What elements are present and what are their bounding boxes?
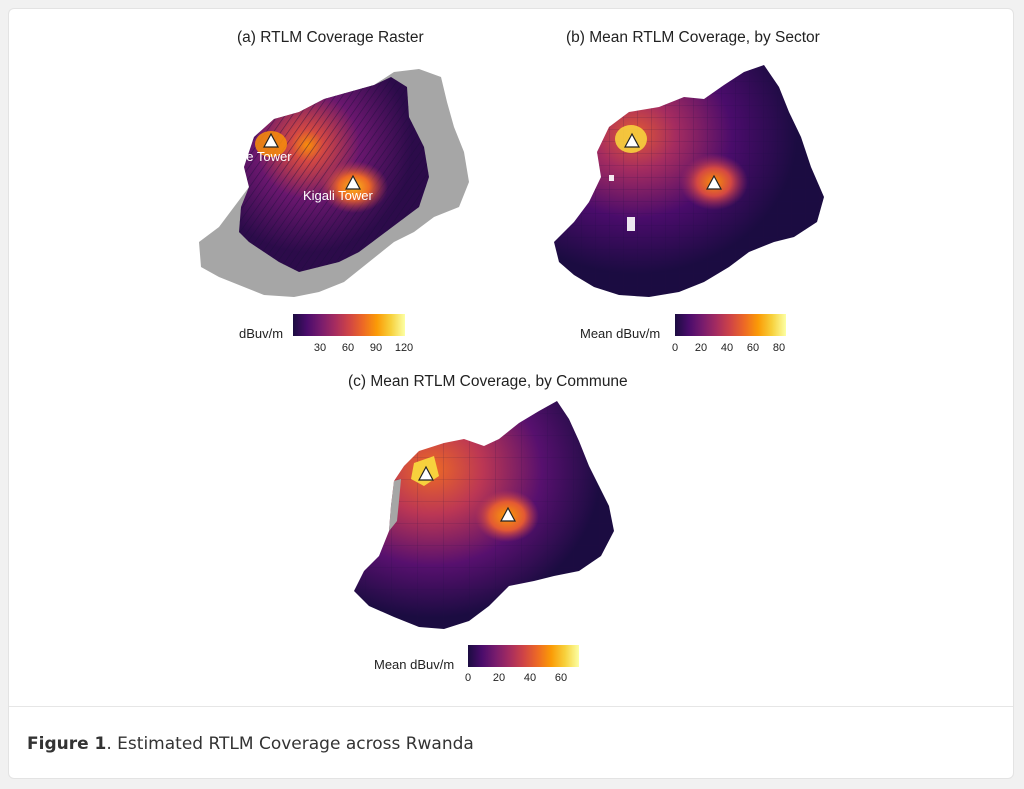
panel-c-title: (c) Mean RTLM Coverage, by Commune (348, 373, 628, 390)
muhe-tower-icon (623, 132, 641, 148)
figure-caption-label: Figure 1 (27, 734, 107, 754)
panel-b-tick: 80 (772, 342, 786, 354)
panel-c-tick: 60 (554, 672, 568, 684)
panel-b-legend-title: Mean dBuv/m (580, 326, 661, 341)
panel-b-tick: 60 (746, 342, 760, 354)
panel-c-tick: 20 (492, 672, 506, 684)
muhe-tower-icon (262, 132, 280, 148)
panel-a-title: (a) RTLM Coverage Raster (237, 29, 424, 46)
kigali-tower-icon (705, 174, 723, 190)
panel-b-tick: 0 (671, 342, 679, 354)
panel-b-map (554, 65, 824, 297)
panel-a-map: Muhe Tower Kigali Tower (199, 69, 469, 297)
kigali-tower-label: Kigali Tower (303, 188, 374, 203)
panel-c-tick: 0 (464, 672, 472, 684)
panel-c-colorbar (468, 645, 579, 667)
panel-a-tick: 120 (394, 342, 414, 354)
panel-c-tick: 40 (523, 672, 537, 684)
panel-c-legend-title: Mean dBuv/m (374, 657, 455, 672)
panel-b-tick: 40 (720, 342, 734, 354)
panel-a-legend-title: dBuv/m (239, 326, 284, 341)
figure-card: (a) RTLM Coverage Raster (8, 8, 1014, 779)
figure-caption: Figure 1. Estimated RTLM Coverage across… (27, 734, 474, 754)
kigali-tower-icon (344, 174, 362, 190)
panel-b-colorbar (675, 314, 786, 336)
panel-a-tick: 60 (341, 342, 355, 354)
panel-b-tick: 20 (694, 342, 708, 354)
panel-c-map (354, 401, 614, 629)
panel-a-colorbar (293, 314, 405, 336)
muhe-tower-icon (417, 465, 435, 481)
caption-divider (9, 706, 1013, 707)
muhe-tower-label: Muhe Tower (221, 149, 292, 164)
panel-a-tick: 30 (313, 342, 327, 354)
figure-caption-text: . Estimated RTLM Coverage across Rwanda (106, 734, 474, 754)
panel-a-tick: 90 (369, 342, 383, 354)
panel-b-title: (b) Mean RTLM Coverage, by Sector (566, 29, 820, 46)
kigali-tower-icon (499, 506, 517, 522)
